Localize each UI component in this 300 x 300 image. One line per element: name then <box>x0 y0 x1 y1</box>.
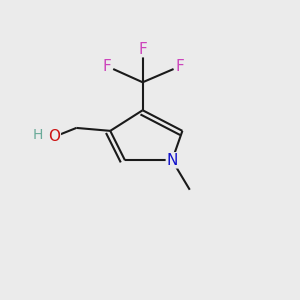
Text: F: F <box>138 42 147 57</box>
Text: N: N <box>167 153 178 168</box>
Text: H: H <box>33 128 43 142</box>
Text: O: O <box>48 129 60 144</box>
Text: F: F <box>102 59 111 74</box>
Text: F: F <box>176 59 184 74</box>
